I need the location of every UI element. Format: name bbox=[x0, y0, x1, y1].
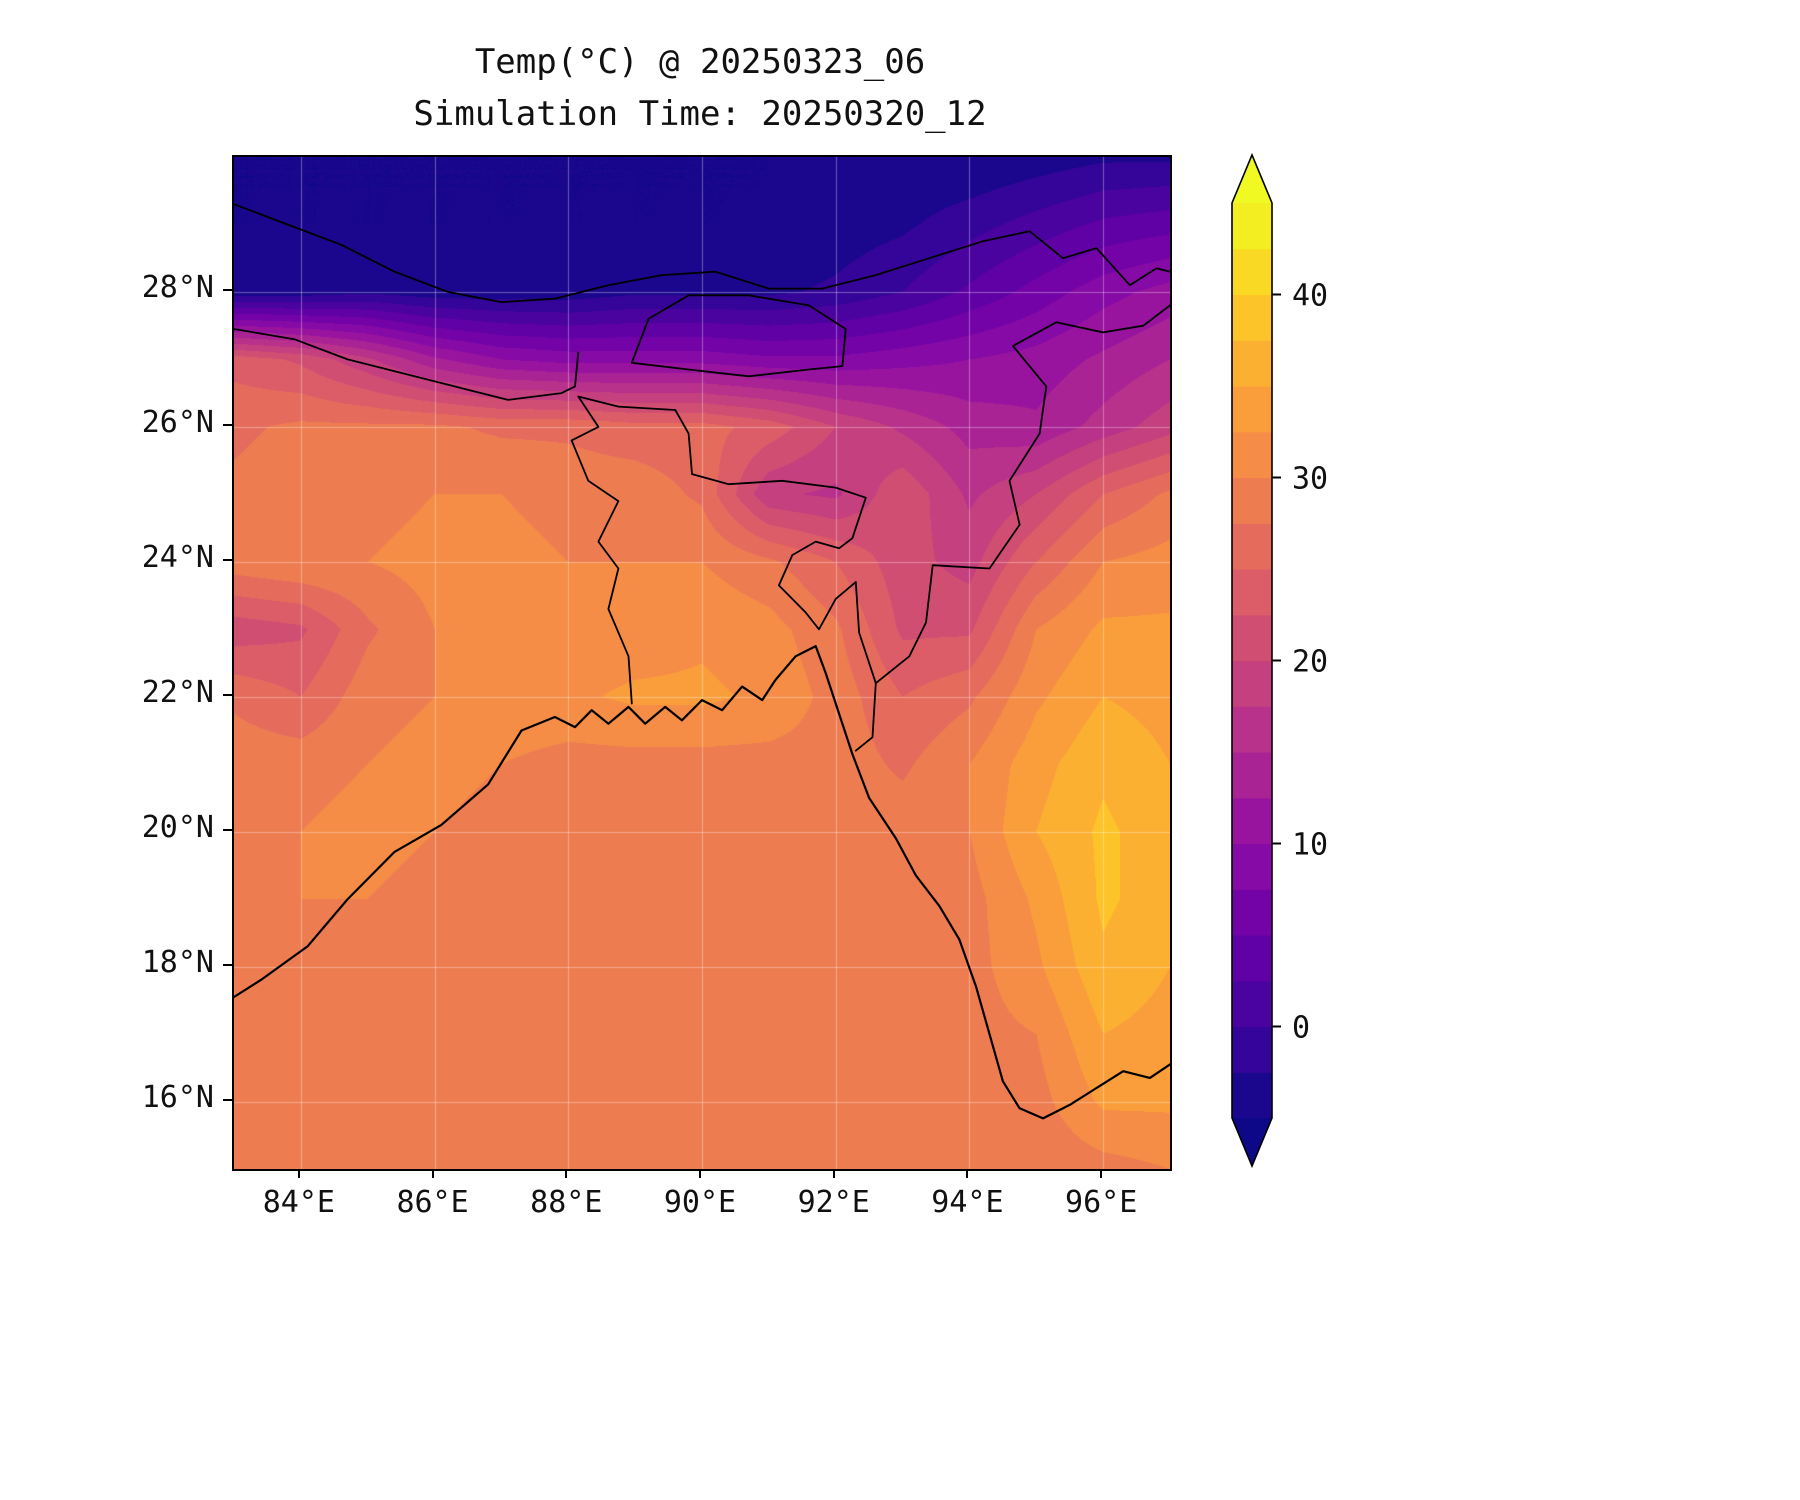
y-tick-mark bbox=[223, 558, 232, 561]
colorbar-band bbox=[1232, 660, 1272, 707]
x-tick-label: 90°E bbox=[663, 1185, 737, 1220]
colorbar-band bbox=[1232, 386, 1272, 433]
colorbar-tick-label: 40 bbox=[1292, 279, 1328, 314]
colorbar-tick-label: 0 bbox=[1292, 1011, 1310, 1046]
x-tick-label: 88°E bbox=[530, 1185, 603, 1220]
colorbar-band bbox=[1232, 614, 1272, 662]
temperature-field-canvas bbox=[234, 157, 1170, 1169]
colorbar-tick-label: 10 bbox=[1292, 828, 1328, 863]
x-tick-label: 84°E bbox=[262, 1185, 335, 1220]
colorbar-band bbox=[1232, 340, 1272, 387]
colorbar-band bbox=[1232, 569, 1272, 616]
y-tick-label: 16°N bbox=[141, 1079, 214, 1115]
y-tick-mark bbox=[223, 288, 232, 291]
y-tick-label: 18°N bbox=[141, 944, 214, 980]
y-tick-label: 22°N bbox=[141, 674, 214, 710]
colorbar-band bbox=[1232, 1026, 1272, 1073]
colorbar-tick-label: 30 bbox=[1292, 462, 1328, 497]
x-tick-label: 96°E bbox=[1065, 1185, 1138, 1220]
colorbar-band bbox=[1232, 752, 1272, 799]
y-tick-mark bbox=[223, 693, 232, 696]
colorbar-band bbox=[1232, 477, 1272, 524]
colorbar: 0 10 20 30 40 bbox=[1231, 152, 1328, 1169]
colorbar-band bbox=[1232, 248, 1272, 296]
colorbar-band bbox=[1232, 797, 1272, 845]
x-tick-mark bbox=[832, 1169, 835, 1178]
x-tick-mark bbox=[297, 1169, 300, 1178]
x-tick-mark bbox=[565, 1169, 568, 1178]
colorbar-band bbox=[1232, 980, 1272, 1028]
y-tick-label: 26°N bbox=[141, 404, 214, 440]
colorbar-outline bbox=[1231, 152, 1273, 1169]
x-tick-label: 86°E bbox=[396, 1185, 469, 1220]
colorbar-band bbox=[1232, 294, 1272, 341]
x-tick-label: 94°E bbox=[931, 1185, 1004, 1220]
colorbar-band bbox=[1232, 935, 1272, 982]
x-tick-mark bbox=[1100, 1169, 1103, 1178]
y-tick-label: 24°N bbox=[141, 539, 214, 575]
colorbar-band bbox=[1232, 1072, 1272, 1119]
colorbar-band bbox=[1232, 431, 1272, 479]
colorbar-over-arrow bbox=[1232, 155, 1272, 203]
y-tick-mark bbox=[223, 828, 232, 831]
figure-title: Temp(°C) @ 20250323_06 Simulation Time: … bbox=[232, 36, 1168, 140]
y-tick-label: 20°N bbox=[141, 809, 214, 845]
x-tick-label: 92°E bbox=[797, 1185, 870, 1220]
x-tick-mark bbox=[699, 1169, 701, 1178]
colorbar-band bbox=[1232, 843, 1272, 890]
colorbar-tick-label: 20 bbox=[1292, 645, 1328, 680]
map-plot-area bbox=[232, 155, 1172, 1171]
x-tick-mark bbox=[431, 1169, 434, 1178]
colorbar-band bbox=[1232, 523, 1272, 570]
y-tick-mark bbox=[223, 963, 232, 966]
colorbar-band bbox=[1232, 889, 1272, 936]
colorbar-band bbox=[1232, 203, 1272, 250]
title-line-2: Simulation Time: 20250320_12 bbox=[413, 94, 987, 134]
y-tick-mark bbox=[223, 1098, 232, 1101]
title-line-1: Temp(°C) @ 20250323_06 bbox=[474, 42, 926, 82]
colorbar-under-arrow bbox=[1232, 1118, 1272, 1166]
y-tick-mark bbox=[223, 423, 232, 426]
x-tick-mark bbox=[966, 1169, 969, 1178]
y-tick-label: 28°N bbox=[141, 269, 214, 305]
colorbar-band bbox=[1232, 706, 1272, 753]
